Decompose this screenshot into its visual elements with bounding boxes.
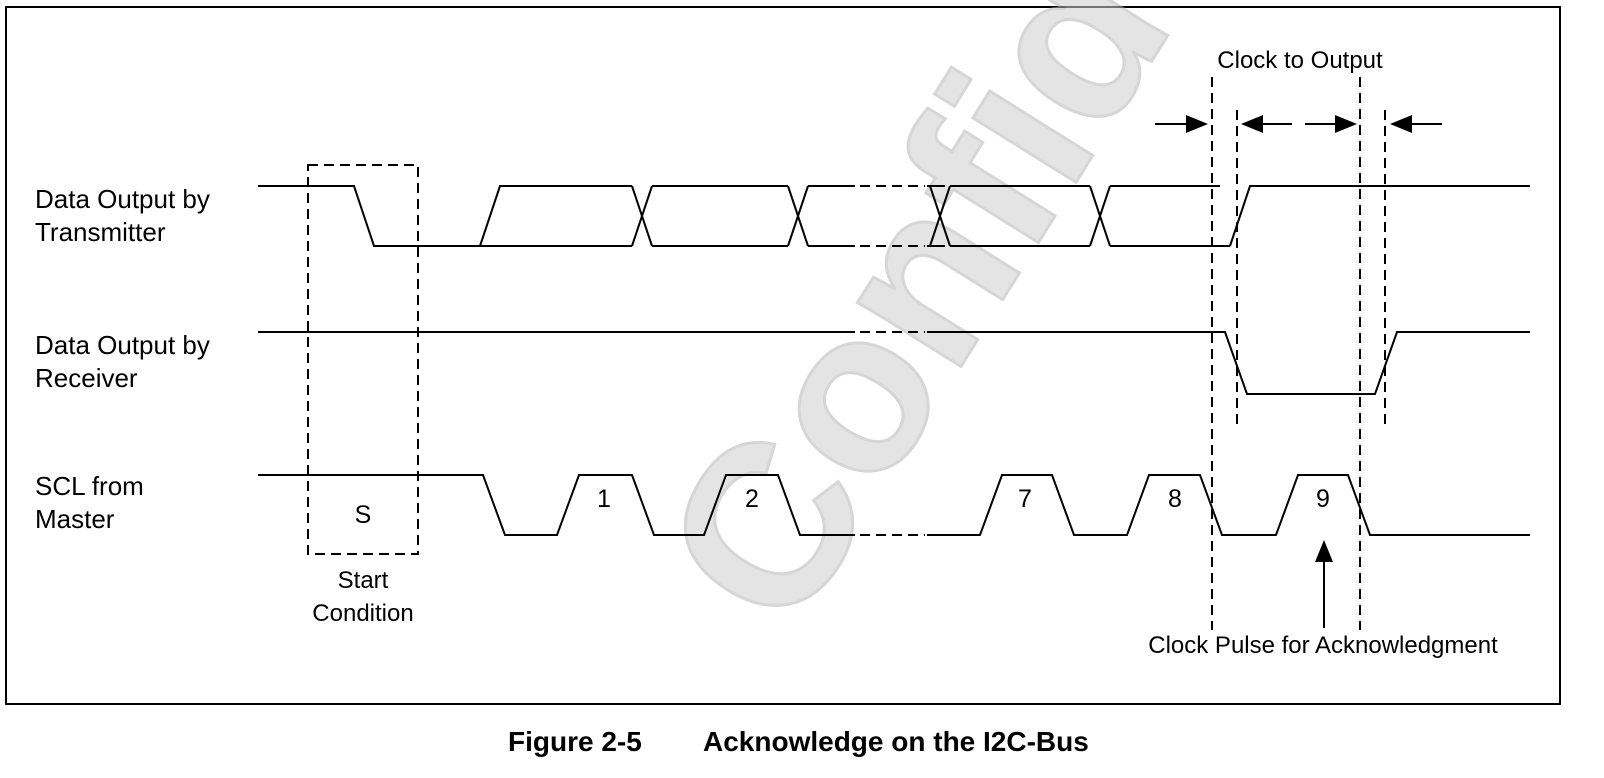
clock-pulse-1: 1 [597, 485, 611, 513]
clock-pulse-7: 7 [1018, 485, 1032, 513]
timing-markers [1211, 77, 1386, 630]
svg-text:Start: Start [338, 567, 389, 594]
ack-pulse-arrow [1315, 540, 1333, 628]
figure-number: Figure 2-5 [508, 726, 642, 757]
svg-text:Master: Master [35, 504, 115, 534]
receiver-waveform [258, 331, 1530, 395]
ack-pulse-label: Clock Pulse for Acknowledgment [1148, 632, 1498, 659]
start-condition-label: Start Condition [312, 567, 413, 627]
diagram-frame [5, 6, 1561, 705]
label-scl: SCL from Master [35, 471, 144, 534]
clock-pulse-8: 8 [1168, 485, 1182, 513]
label-transmitter: Data Output by Transmitter [35, 184, 210, 247]
label-receiver: Data Output by Receiver [35, 330, 210, 393]
svg-text:SCL from: SCL from [35, 471, 144, 501]
timing-arrows [1155, 115, 1442, 133]
clock-pulse-2: 2 [745, 485, 759, 513]
svg-text:Transmitter: Transmitter [35, 217, 166, 247]
clock-to-output-label: Clock to Output [1217, 47, 1383, 74]
svg-text:Receiver: Receiver [35, 363, 138, 393]
svg-text:Condition: Condition [312, 600, 413, 627]
scl-waveform [258, 474, 1530, 536]
start-condition-box [307, 164, 419, 555]
svg-text:Data Output by: Data Output by [35, 330, 210, 360]
start-symbol: S [355, 501, 372, 529]
svg-text:Data Output by: Data Output by [35, 184, 210, 214]
transmitter-waveform [258, 185, 1530, 247]
figure-title: Acknowledge on the I2C-Bus [703, 726, 1089, 757]
clock-pulse-9: 9 [1316, 485, 1330, 513]
